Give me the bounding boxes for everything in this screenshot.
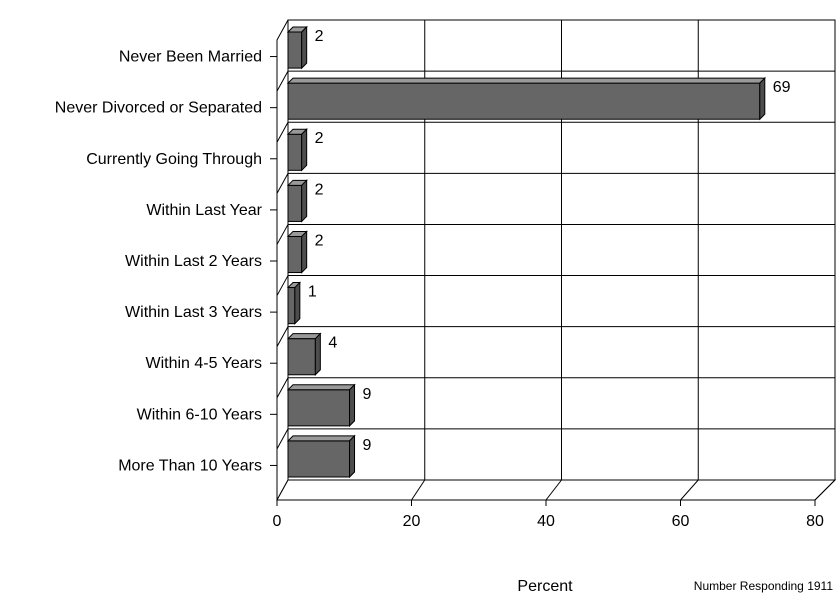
x-tick-label: 40 — [537, 513, 555, 530]
floor — [276, 479, 837, 501]
bar-side — [314, 332, 321, 376]
bar-front — [287, 287, 296, 325]
bar-side — [349, 434, 356, 479]
y-tick-label: Within 6-10 Years — [137, 406, 262, 423]
category-axis: Never Been Married Never Divorced or Sepa… — [55, 49, 277, 474]
y-tick-label: Currently Going Through — [86, 151, 262, 168]
y-tick-label: Never Been Married — [119, 49, 262, 66]
data-label: 1 — [308, 284, 317, 301]
bar-side — [349, 383, 356, 428]
x-tick-label: 80 — [806, 513, 824, 530]
x-tick-label: 20 — [403, 513, 421, 530]
bar-top — [286, 435, 356, 442]
bar-side — [301, 25, 308, 70]
data-label: 9 — [363, 386, 372, 403]
data-label: 2 — [315, 181, 324, 198]
bar-top — [286, 77, 766, 84]
bar-side — [301, 230, 308, 274]
data-label: 69 — [773, 79, 791, 96]
y-tick-label: Within 4-5 Years — [145, 355, 262, 372]
bar-front — [287, 82, 761, 120]
side-gridline — [276, 121, 289, 143]
bar-side — [759, 76, 766, 121]
side-gridline — [276, 224, 289, 245]
bar-top — [286, 384, 356, 391]
side-gridline — [276, 275, 289, 296]
x-tick-label: 60 — [672, 513, 690, 530]
bar-side — [294, 281, 301, 325]
bar: 9 — [286, 383, 372, 428]
bar: 1 — [286, 281, 317, 325]
data-label: 2 — [315, 130, 324, 147]
floor-gridline — [680, 479, 699, 501]
side-gridline — [276, 326, 289, 347]
footnote-number-responding: Number Responding 1911 — [693, 579, 833, 593]
y-tick-label: More Than 10 Years — [118, 457, 262, 474]
side-gridline — [276, 70, 289, 92]
floor-gridline — [545, 479, 562, 501]
y-tick-label: Never Divorced or Separated — [55, 100, 262, 117]
y-tick-label: Within Last Year — [146, 202, 262, 219]
bar-front — [287, 31, 303, 69]
bar-front — [287, 184, 303, 222]
floor-gridline — [814, 479, 836, 501]
data-label: 9 — [363, 437, 372, 454]
bars: 2 69 2 2 2 1 4 9 9 — [286, 25, 791, 479]
bar-front — [287, 133, 303, 171]
bar-side — [301, 179, 308, 223]
y-tick-label: Within Last 3 Years — [125, 304, 262, 321]
bar: 69 — [286, 76, 791, 121]
gridlines — [276, 20, 836, 501]
bar: 2 — [286, 25, 324, 70]
side-gridline — [276, 377, 289, 399]
data-label: 2 — [315, 28, 324, 45]
floor-gridline — [411, 479, 426, 501]
bar: 2 — [286, 128, 324, 172]
bar-side — [301, 128, 308, 172]
data-label: 2 — [315, 232, 324, 249]
bar-front — [287, 338, 316, 376]
bar: 2 — [286, 179, 324, 223]
side-gridline — [276, 173, 289, 194]
side-gridline — [276, 428, 289, 450]
y-tick-label: Within Last 2 Years — [125, 253, 262, 270]
bar-front — [287, 235, 303, 274]
bar: 2 — [286, 230, 324, 274]
side-wall — [276, 19, 289, 501]
value-axis: 0 20 40 60 80 — [273, 500, 824, 530]
bar: 4 — [286, 332, 337, 376]
x-axis-title: Percent — [517, 578, 573, 595]
bar: 9 — [286, 434, 372, 479]
x-tick-label: 0 — [273, 513, 282, 530]
bar-front — [287, 440, 351, 478]
bar-front — [287, 389, 351, 427]
data-label: 4 — [328, 335, 337, 352]
